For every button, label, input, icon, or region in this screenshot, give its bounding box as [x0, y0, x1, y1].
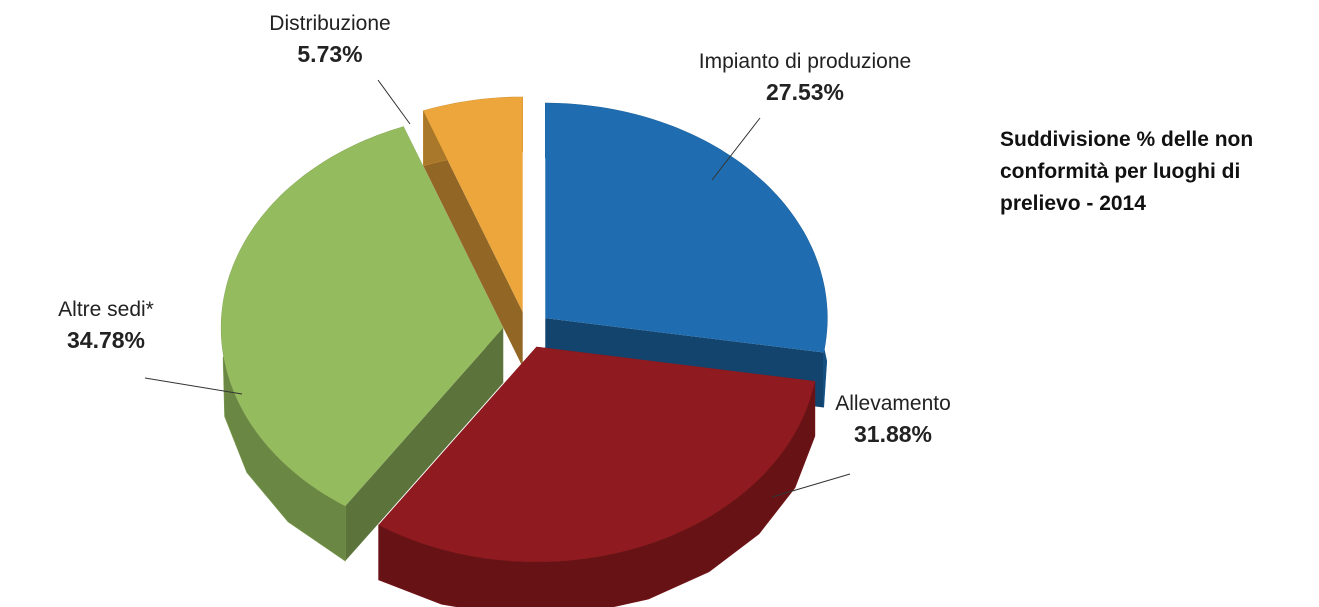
value-label: 34.78%: [67, 327, 145, 353]
leader-line: [377, 79, 411, 125]
slice-wall: [423, 110, 523, 367]
slice-label: Allevamento: [835, 392, 951, 415]
value-label: 31.88%: [854, 421, 932, 447]
slice: [545, 103, 828, 353]
leader-line: [711, 117, 761, 181]
slice-tops: [221, 97, 828, 562]
leader-line: [771, 473, 851, 498]
slice: [221, 126, 504, 506]
chart-title: Suddivisione % delle non conformità per …: [1000, 128, 1254, 215]
slice-label: Impianto di produzione: [699, 50, 911, 73]
slice: [423, 97, 523, 312]
slice: [378, 346, 815, 562]
slice-label: Distribuzione: [269, 12, 390, 35]
value-label: 5.73%: [297, 41, 362, 67]
slice-wall: [345, 327, 504, 562]
slice-label: Altre sedi*: [58, 298, 154, 321]
value-label: 27.53%: [766, 79, 844, 105]
leader-line: [144, 377, 243, 395]
